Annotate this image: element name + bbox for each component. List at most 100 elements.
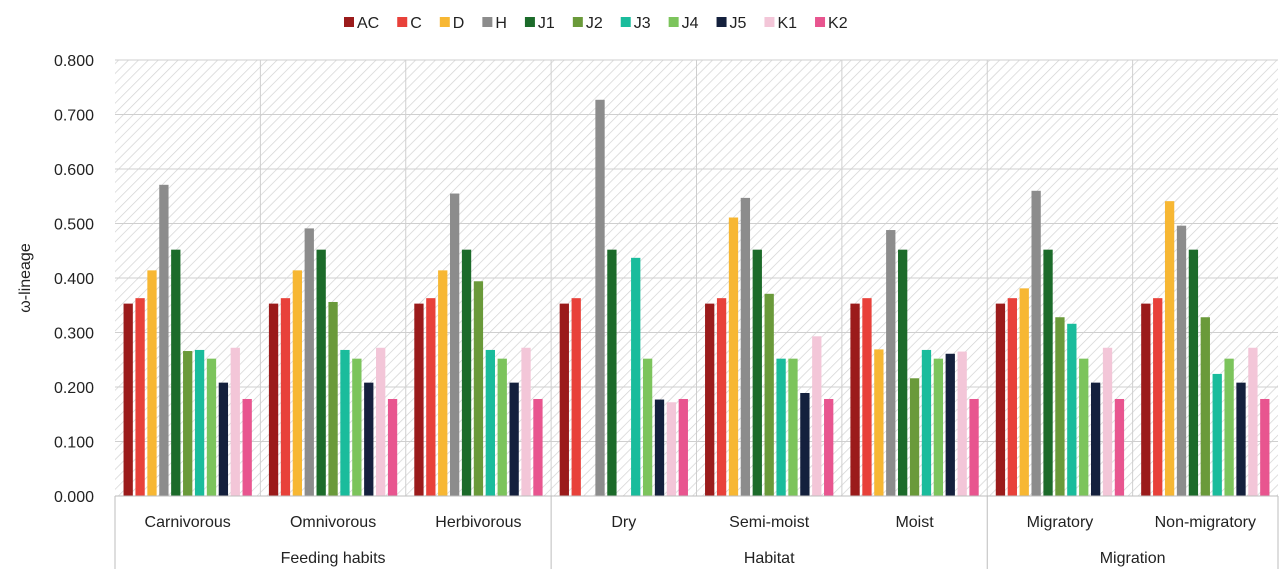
legend-swatch-J4 xyxy=(668,17,679,27)
bar-J3-Non-migratory xyxy=(1212,373,1222,496)
bar-J1-Herbivorous xyxy=(461,249,472,496)
bar-J5-Carnivorous xyxy=(218,382,229,496)
bar-J1-Omnivorous xyxy=(316,249,326,496)
x-tick-label: Semi-moist xyxy=(729,514,810,531)
legend-label-K1: K1 xyxy=(777,15,797,32)
x-tick-label: Carnivorous xyxy=(145,514,231,531)
bar-AC-Semi-moist xyxy=(705,303,715,496)
bar-D-Migratory xyxy=(1019,288,1029,496)
x-tick-label: Moist xyxy=(895,514,934,531)
y-tick-label: 0.100 xyxy=(54,435,94,452)
legend-label-J3: J3 xyxy=(634,15,651,32)
bar-C-Semi-moist xyxy=(716,298,727,496)
y-tick-label: 0.800 xyxy=(54,53,94,70)
legend-label-H: H xyxy=(495,15,507,32)
x-tick-label: Herbivorous xyxy=(435,514,521,531)
bar-J2-Carnivorous xyxy=(183,351,193,496)
legend-swatch-J3 xyxy=(620,17,631,27)
y-tick-label: 0.400 xyxy=(54,271,94,288)
y-tick-label: 0.000 xyxy=(54,489,94,506)
bar-J3-Carnivorous xyxy=(194,349,205,496)
legend-label-J4: J4 xyxy=(682,15,699,32)
bar-J5-Migratory xyxy=(1090,382,1101,496)
legend-swatch-H xyxy=(482,17,493,27)
bar-J4-Herbivorous xyxy=(497,358,507,496)
y-tick-label: 0.200 xyxy=(54,380,94,397)
bar-K1-Non-migratory xyxy=(1248,347,1258,496)
bar-J4-Semi-moist xyxy=(788,358,798,496)
x-tick-label: Omnivorous xyxy=(290,514,376,531)
bar-J4-Dry xyxy=(642,358,653,496)
bar-J2-Moist xyxy=(909,378,920,496)
y-tick-label: 0.300 xyxy=(54,326,94,343)
y-axis-label: ω-lineage xyxy=(17,243,34,313)
bar-J4-Moist xyxy=(933,358,944,496)
x-tick-label: Non-migratory xyxy=(1155,514,1256,531)
legend-swatch-J2 xyxy=(572,17,583,27)
bar-K2-Carnivorous xyxy=(242,398,252,496)
bar-J3-Dry xyxy=(631,257,641,496)
legend-label-C: C xyxy=(410,15,422,32)
bar-K1-Semi-moist xyxy=(812,336,822,496)
legend-swatch-AC xyxy=(344,17,354,27)
legend-label-AC: AC xyxy=(357,15,379,32)
bar-AC-Carnivorous xyxy=(123,303,133,496)
bar-H-Dry xyxy=(595,99,605,496)
bar-J5-Herbivorous xyxy=(509,382,519,496)
y-axis: 0.000 0.100 0.200 0.300 0.400 0.500 0.600 0.700… xyxy=(54,53,94,506)
bar-C-Herbivorous xyxy=(426,298,436,496)
bar-C-Carnivorous xyxy=(135,298,145,496)
legend-label-J1: J1 xyxy=(538,15,555,32)
bar-K2-Dry xyxy=(678,398,688,496)
y-tick-label: 0.500 xyxy=(54,217,94,234)
bar-J1-Migratory xyxy=(1043,249,1053,496)
legend-label-J2: J2 xyxy=(586,15,603,32)
bar-J4-Non-migratory xyxy=(1224,358,1234,496)
bar-C-Dry xyxy=(571,298,581,496)
bar-J5-Non-migratory xyxy=(1236,382,1246,496)
legend-swatch-J5 xyxy=(716,17,727,27)
bar-K2-Non-migratory xyxy=(1260,398,1270,496)
bar-J4-Omnivorous xyxy=(352,358,362,496)
bar-H-Herbivorous xyxy=(449,193,460,496)
bar-J3-Moist xyxy=(921,349,932,496)
group-label: Migration xyxy=(1100,550,1166,567)
bar-J4-Carnivorous xyxy=(206,358,217,496)
bar-K2-Migratory xyxy=(1114,398,1125,496)
bar-D-Moist xyxy=(874,349,884,496)
bar-J3-Semi-moist xyxy=(776,358,786,496)
legend: AC C D H J1 J2 J3 J4 J5 K1 K2 xyxy=(344,15,848,32)
bar-D-Semi-moist xyxy=(728,217,739,496)
bar-J3-Herbivorous xyxy=(485,349,495,496)
bar-K2-Omnivorous xyxy=(387,398,398,496)
bar-C-Moist xyxy=(862,298,872,496)
bar-AC-Migratory xyxy=(995,303,1006,496)
bar-J5-Moist xyxy=(945,353,955,496)
bar-AC-Non-migratory xyxy=(1141,303,1151,496)
bar-J2-Omnivorous xyxy=(328,301,338,496)
legend-swatch-J1 xyxy=(524,17,535,27)
bar-H-Omnivorous xyxy=(304,228,314,496)
x-axis: Carnivorous Omnivorous Herbivorous Dry Semi-… xyxy=(114,495,1279,569)
bar-J3-Migratory xyxy=(1067,323,1077,496)
bar-J5-Omnivorous xyxy=(364,382,374,496)
x-tick-label: Migratory xyxy=(1027,514,1094,531)
bar-J1-Non-migratory xyxy=(1188,249,1199,496)
bar-J3-Omnivorous xyxy=(340,349,350,496)
bar-J1-Semi-moist xyxy=(752,249,762,496)
bar-AC-Omnivorous xyxy=(268,303,279,496)
bar-K1-Moist xyxy=(957,351,967,496)
bar-K1-Omnivorous xyxy=(376,347,386,496)
bar-K1-Herbivorous xyxy=(521,347,531,496)
bar-C-Omnivorous xyxy=(280,298,291,496)
legend-swatch-C xyxy=(397,17,408,27)
bar-AC-Dry xyxy=(559,303,569,496)
legend-label-K2: K2 xyxy=(828,15,848,32)
bar-K2-Moist xyxy=(969,398,979,496)
legend-swatch-K1 xyxy=(764,17,775,27)
bar-K2-Semi-moist xyxy=(824,398,834,496)
legend-swatch-D xyxy=(439,17,450,27)
bar-AC-Moist xyxy=(850,303,860,496)
bar-J2-Herbivorous xyxy=(473,281,484,496)
